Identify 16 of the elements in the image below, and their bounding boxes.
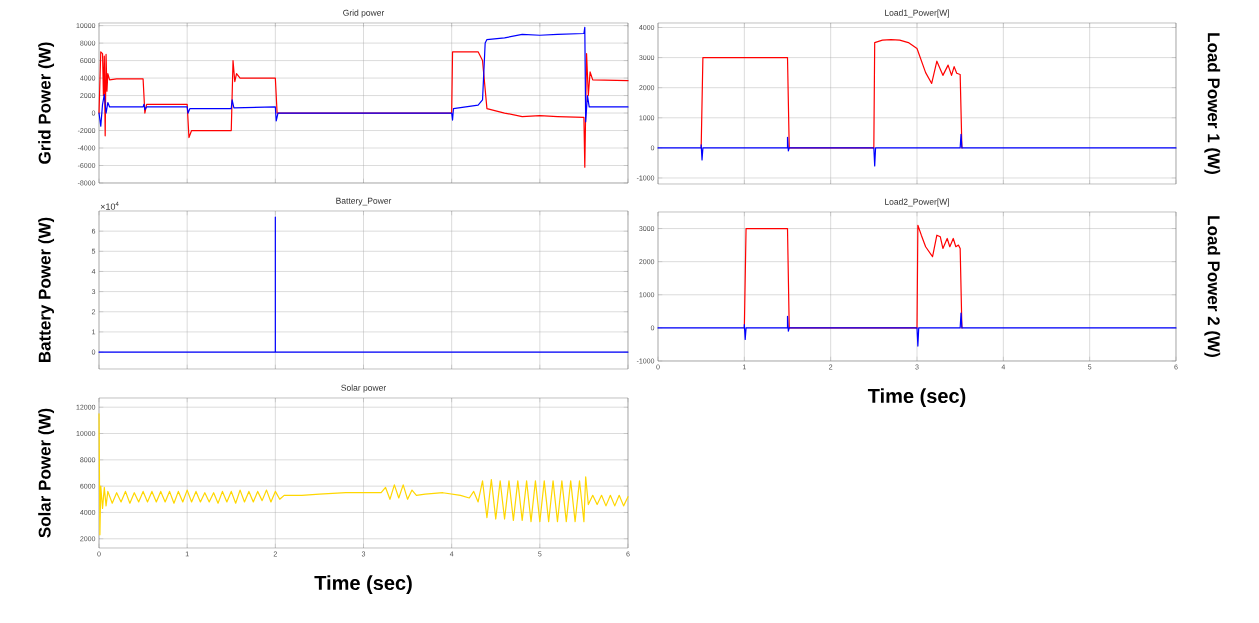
x-axis-title: Time (sec) [314, 575, 412, 594]
line-series [657, 133, 1177, 167]
text: ×10$^{4}$ [100, 201, 119, 210]
chart-title: Battery_Power [336, 197, 392, 206]
line-series [98, 26, 629, 127]
y-axis-title: Grid Power (W) [38, 42, 55, 164]
x-axis-title: Time (sec) [867, 388, 966, 407]
y-axis-title: Load Power 1 (W) [1204, 33, 1221, 174]
chart-title: Load2_Power[W] [885, 198, 949, 207]
chart-title: Grid power [343, 9, 385, 18]
chart-title: Solar power [341, 384, 387, 393]
y-axis-title: Solar Power (W) [38, 408, 55, 538]
line-series [657, 312, 1177, 347]
y-axis-title: Load Power 2 (W) [1204, 216, 1221, 357]
chart-title: Load1_Power[W] [885, 9, 949, 18]
y-axis-title: Battery Power (W) [38, 217, 55, 363]
